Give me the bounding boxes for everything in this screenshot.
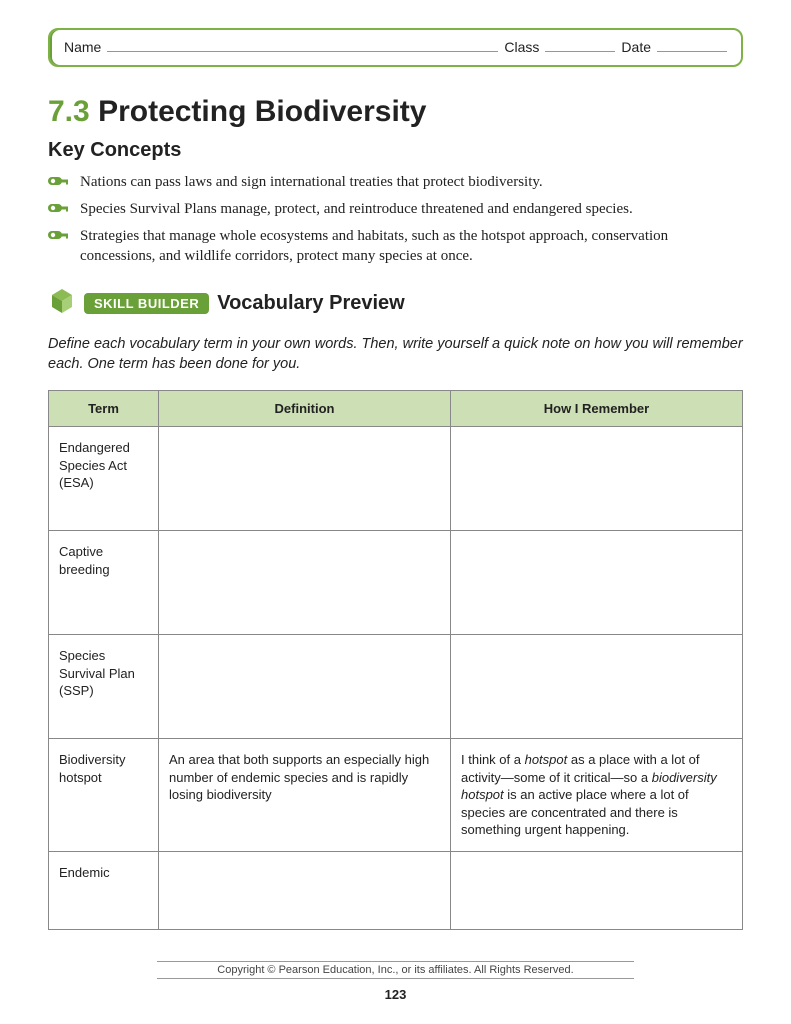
term-cell: Endemic	[49, 851, 159, 929]
name-class-date-bar: Name Class Date	[48, 28, 743, 67]
key-concepts-list: Nations can pass laws and sign internati…	[48, 172, 743, 267]
key-concepts-heading: Key Concepts	[48, 139, 743, 162]
page-footer: Copyright © Pearson Education, Inc., or …	[0, 960, 791, 1002]
remember-cell[interactable]	[451, 851, 743, 929]
column-header-remember: How I Remember	[451, 391, 743, 427]
worksheet-page: Name Class Date 7.3 Protecting Biodivers…	[0, 0, 791, 930]
page-number: 123	[0, 987, 791, 1002]
key-icon	[48, 228, 70, 247]
concept-text: Nations can pass laws and sign internati…	[80, 172, 543, 192]
key-icon	[48, 174, 70, 193]
column-header-term: Term	[49, 391, 159, 427]
term-cell: Species Survival Plan (SSP)	[49, 635, 159, 739]
section-number: 7.3	[48, 95, 90, 128]
definition-cell[interactable]	[159, 851, 451, 929]
class-label: Class	[504, 39, 539, 55]
concept-text: Strategies that manage whole ecosystems …	[80, 226, 743, 267]
table-row: Endangered Species Act (ESA)	[49, 427, 743, 531]
remember-cell[interactable]	[451, 635, 743, 739]
page-title: 7.3 Protecting Biodiversity	[48, 95, 743, 129]
column-header-definition: Definition	[159, 391, 451, 427]
key-icon	[48, 201, 70, 220]
date-label: Date	[621, 39, 651, 55]
table-row: Biodiversity hotspot An area that both s…	[49, 739, 743, 852]
term-cell: Endangered Species Act (ESA)	[49, 427, 159, 531]
skill-builder-badge: SKILL BUILDER	[84, 293, 209, 314]
name-label: Name	[64, 39, 101, 55]
section-title: Protecting Biodiversity	[98, 95, 426, 128]
definition-cell[interactable]	[159, 635, 451, 739]
table-row: Species Survival Plan (SSP)	[49, 635, 743, 739]
definition-cell[interactable]	[159, 427, 451, 531]
concept-text: Species Survival Plans manage, protect, …	[80, 199, 633, 219]
instructions-text: Define each vocabulary term in your own …	[48, 334, 743, 375]
date-input-line[interactable]	[657, 38, 727, 52]
table-row: Endemic	[49, 851, 743, 929]
remember-cell: I think of a hotspot as a place with a l…	[451, 739, 743, 852]
remember-cell[interactable]	[451, 427, 743, 531]
vocabulary-table: Term Definition How I Remember Endangere…	[48, 390, 743, 930]
term-cell: Captive breeding	[49, 531, 159, 635]
cube-icon	[48, 287, 76, 320]
name-input-line[interactable]	[107, 38, 498, 52]
class-input-line[interactable]	[545, 38, 615, 52]
remember-cell[interactable]	[451, 531, 743, 635]
concept-item: Species Survival Plans manage, protect, …	[48, 199, 743, 220]
term-cell: Biodiversity hotspot	[49, 739, 159, 852]
vocabulary-preview-heading: Vocabulary Preview	[217, 292, 405, 315]
definition-cell: An area that both supports an especially…	[159, 739, 451, 852]
skill-builder-row: SKILL BUILDER Vocabulary Preview	[48, 287, 743, 320]
definition-cell[interactable]	[159, 531, 451, 635]
concept-item: Nations can pass laws and sign internati…	[48, 172, 743, 193]
table-row: Captive breeding	[49, 531, 743, 635]
table-header-row: Term Definition How I Remember	[49, 391, 743, 427]
concept-item: Strategies that manage whole ecosystems …	[48, 226, 743, 267]
copyright-text: Copyright © Pearson Education, Inc., or …	[157, 961, 633, 979]
